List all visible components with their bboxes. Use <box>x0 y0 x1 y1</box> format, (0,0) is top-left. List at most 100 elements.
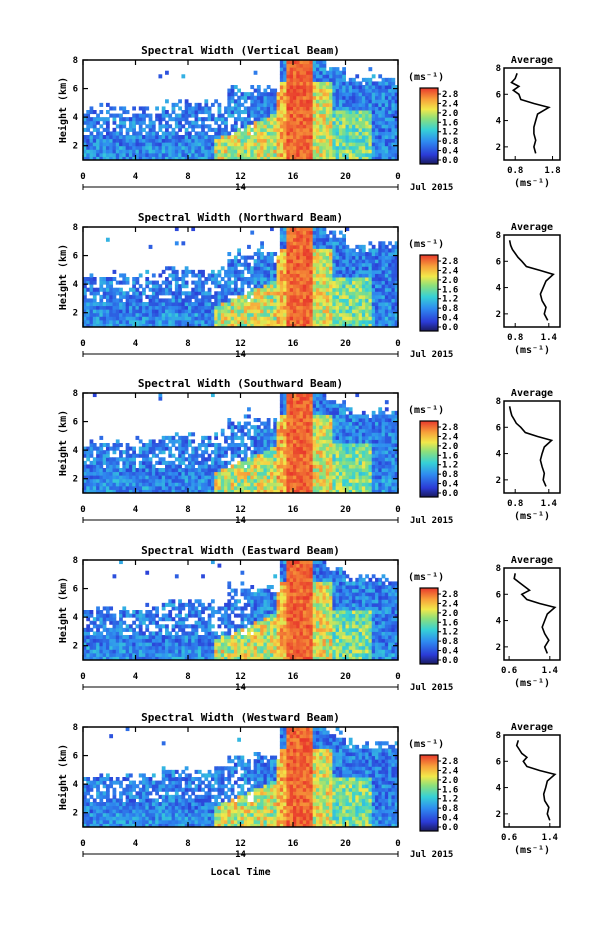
heatmap-cell <box>112 319 117 324</box>
heatmap-cell <box>286 475 291 480</box>
heatmap-cell <box>315 241 320 246</box>
heatmap-cell <box>112 135 117 140</box>
heatmap-cell <box>296 127 301 132</box>
heatmap-cell <box>135 302 140 307</box>
heatmap-cell <box>247 446 251 451</box>
heatmap-cell <box>312 252 317 257</box>
heatmap-cell <box>286 234 291 239</box>
heatmap-cell <box>348 149 353 154</box>
heatmap-cell <box>135 156 140 161</box>
heatmap-cell <box>135 316 140 321</box>
heatmap-cell <box>286 241 291 246</box>
heatmap-cell <box>283 305 287 310</box>
heatmap-cell <box>191 460 196 465</box>
heatmap-cell <box>237 305 241 310</box>
heatmap-cell <box>358 95 363 100</box>
heatmap-cell <box>286 478 291 483</box>
heatmap-cell <box>197 273 202 278</box>
heatmap-cell <box>122 149 127 154</box>
heatmap-cell <box>165 291 169 296</box>
heatmap-cell <box>315 446 320 451</box>
heatmap-cell <box>325 70 330 75</box>
heatmap-cell <box>178 482 182 487</box>
heatmap-cell <box>142 305 146 310</box>
heatmap-cell <box>381 138 386 143</box>
heatmap-cell <box>368 259 373 264</box>
heatmap-cell <box>286 284 291 289</box>
heatmap-cell <box>332 259 337 264</box>
heatmap-cell <box>178 284 182 289</box>
heatmap-cell <box>158 120 163 125</box>
heatmap-cell <box>309 230 314 235</box>
heatmap-cell <box>329 99 333 104</box>
heatmap-cell <box>142 138 146 143</box>
heatmap-cell <box>329 142 333 147</box>
heatmap-cell <box>315 453 320 458</box>
heatmap-cell <box>355 323 360 328</box>
heatmap-cell <box>276 312 281 317</box>
heatmap-cell <box>109 446 114 451</box>
heatmap-cell <box>309 234 314 239</box>
heatmap-cell <box>345 312 350 317</box>
heatmap-cell <box>178 145 182 150</box>
heatmap-cell <box>375 135 379 140</box>
heatmap-cell <box>371 142 376 147</box>
heatmap-cell <box>253 110 258 115</box>
heatmap-cell <box>119 131 123 136</box>
heatmap-cell <box>230 266 235 271</box>
heatmap-cell <box>283 471 287 476</box>
heatmap-cell <box>142 323 146 328</box>
heatmap-cell <box>243 262 248 267</box>
heatmap-cell <box>92 312 97 317</box>
heatmap-cell <box>92 152 97 157</box>
heatmap-cell <box>171 319 176 324</box>
heatmap-cell <box>338 120 343 125</box>
heatmap-cell <box>119 485 123 490</box>
heatmap-cell <box>227 102 232 107</box>
heatmap-cell <box>365 106 369 111</box>
heatmap-cell <box>250 482 255 487</box>
heatmap-cell <box>227 471 232 476</box>
heatmap-cell <box>168 138 173 143</box>
heatmap-cell <box>361 298 366 303</box>
heatmap-cell <box>250 485 255 490</box>
heatmap-cell <box>230 92 235 97</box>
heatmap-cell <box>260 280 264 285</box>
heatmap-cell <box>184 110 189 115</box>
heatmap-cell <box>322 393 327 398</box>
heatmap-cell <box>89 460 94 465</box>
heatmap-cell <box>286 464 291 469</box>
heatmap-cell <box>256 309 261 314</box>
heatmap-cell <box>194 323 199 328</box>
heatmap-cell <box>132 323 136 328</box>
heatmap-cell <box>368 135 373 140</box>
heatmap-cell <box>312 482 317 487</box>
average-y-tick-label: 6 <box>496 90 501 100</box>
heatmap-cell <box>119 142 123 147</box>
heatmap-cell <box>122 460 127 465</box>
heatmap-cell <box>191 127 196 132</box>
heatmap-cell <box>174 457 179 462</box>
heatmap-cell <box>315 273 320 278</box>
heatmap-cell <box>109 457 114 462</box>
heatmap-cell <box>279 145 284 150</box>
heatmap-cell <box>375 255 379 260</box>
heatmap-cell <box>315 117 320 122</box>
heatmap-cell <box>240 291 245 296</box>
heatmap-cell <box>171 302 176 307</box>
heatmap-cell <box>375 85 379 90</box>
heatmap-cell <box>122 457 127 462</box>
heatmap-cell <box>315 460 320 465</box>
heatmap-cell <box>102 287 107 292</box>
heatmap-cell <box>266 291 271 296</box>
heatmap-cell <box>329 124 333 129</box>
heatmap-cell <box>237 138 241 143</box>
heatmap-cell <box>148 294 153 299</box>
heatmap-cell <box>135 131 140 136</box>
heatmap-cell <box>388 77 392 82</box>
heatmap-cell <box>338 135 343 140</box>
heatmap-cell <box>315 95 320 100</box>
heatmap-cell <box>384 248 389 253</box>
heatmap-cell <box>325 77 330 82</box>
heatmap-cell <box>230 262 235 267</box>
